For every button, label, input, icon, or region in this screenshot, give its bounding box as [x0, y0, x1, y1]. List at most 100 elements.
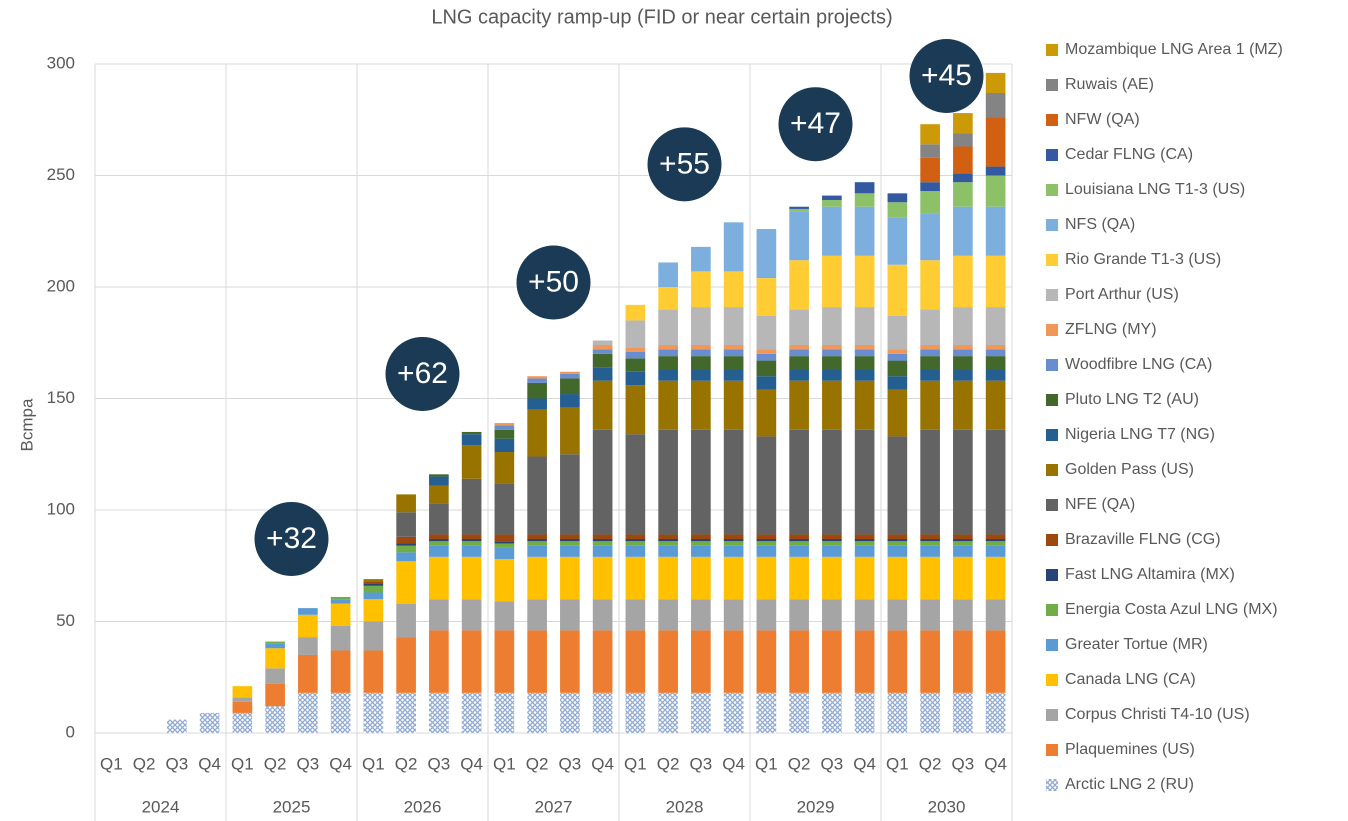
bar-segment: [560, 538, 580, 542]
bar-segment: [396, 543, 416, 546]
bar-segment: [560, 454, 580, 535]
legend-label: Fast LNG Altamira (MX): [1065, 566, 1235, 583]
bar-segment: [854, 182, 875, 194]
bar-segment: [887, 538, 908, 542]
bar-segment: [232, 701, 253, 713]
bar-segment: [527, 382, 547, 399]
x-tick-label: Q4: [198, 754, 221, 773]
x-group-label: 2030: [928, 797, 966, 816]
bar-segment: [822, 538, 842, 542]
bar-segment: [920, 599, 940, 631]
bar-segment: [494, 425, 515, 430]
bar-segment: [756, 630, 777, 693]
legend-label: Mozambique LNG Area 1 (MZ): [1065, 41, 1283, 58]
legend-swatch: [1046, 639, 1058, 651]
bar-segment: [560, 371, 580, 374]
legend-label: Pluto LNG T2 (AU): [1065, 391, 1199, 408]
bar-segment: [985, 356, 1006, 370]
bar-segment: [723, 429, 744, 535]
bar-segment: [363, 585, 384, 593]
legend-swatch: [1046, 744, 1058, 756]
bar-segment: [330, 650, 351, 693]
bar-segment: [658, 692, 678, 733]
bar-segment: [429, 474, 449, 477]
bar-segment: [985, 206, 1006, 256]
bar-segment: [298, 614, 318, 638]
bar-segment: [985, 92, 1006, 118]
bar-segment: [592, 340, 613, 345]
x-tick-label: Q3: [428, 754, 451, 773]
bar-segment: [363, 592, 384, 600]
bar-segment: [953, 380, 973, 430]
bar-segment: [985, 166, 1006, 176]
bar-segment: [756, 315, 777, 350]
x-tick-label: Q2: [788, 754, 811, 773]
y-tick-label: 200: [47, 276, 75, 295]
bar-segment: [560, 556, 580, 600]
bar-segment: [985, 380, 1006, 430]
legend-label: ZFLNG (MY): [1065, 321, 1157, 338]
legend-swatch: [1046, 289, 1058, 301]
bar-segment: [854, 545, 875, 557]
x-tick-label: Q1: [755, 754, 778, 773]
bar-segment: [658, 349, 678, 357]
x-tick-label: Q4: [722, 754, 745, 773]
annotation-text: +62: [397, 357, 448, 390]
bar-segment: [953, 344, 973, 350]
bar-segment: [298, 637, 318, 655]
bar-segment: [887, 534, 908, 539]
bar-segment: [592, 545, 613, 557]
x-tick-label: Q2: [657, 754, 680, 773]
bar-segment: [298, 608, 318, 615]
legend-label: Canada LNG (CA): [1065, 671, 1196, 688]
bar-segment: [887, 692, 908, 733]
bar-segment: [953, 556, 973, 600]
bar-segment: [822, 206, 842, 256]
bar-segment: [265, 641, 285, 644]
bar-segment: [920, 191, 940, 214]
x-tick-label: Q4: [591, 754, 614, 773]
y-tick-label: 50: [56, 611, 75, 630]
x-tick-label: Q3: [297, 754, 320, 773]
bar-segment: [985, 175, 1006, 207]
x-tick-label: Q2: [133, 754, 156, 773]
bar-segment: [429, 541, 449, 546]
bar-segment: [461, 630, 482, 693]
bar-segment: [723, 307, 744, 345]
legend-label: Ruwais (AE): [1065, 76, 1154, 93]
bar-segment: [920, 541, 940, 546]
bar-segment: [789, 630, 809, 693]
bar-segment: [985, 556, 1006, 600]
bar-segment: [953, 692, 973, 733]
bar-segment: [723, 599, 744, 631]
bar-segment: [789, 380, 809, 430]
bar-segment: [887, 353, 908, 361]
legend-label: Arctic LNG 2 (RU): [1065, 776, 1194, 793]
legend-swatch: [1046, 324, 1058, 336]
bar-segment: [592, 538, 613, 542]
bar-segment: [592, 534, 613, 539]
bar-segment: [429, 599, 449, 631]
bar-segment: [822, 534, 842, 539]
legend-swatch: [1046, 149, 1058, 161]
bar-segment: [494, 601, 515, 631]
bar-segment: [887, 599, 908, 631]
bar-segment: [494, 559, 515, 602]
bar-segment: [461, 534, 482, 539]
bar-segment: [592, 344, 613, 350]
bar-segment: [920, 538, 940, 542]
bar-segment: [887, 376, 908, 390]
bar-segment: [985, 307, 1006, 345]
bar-segment: [461, 538, 482, 542]
bar-segment: [691, 344, 711, 350]
bar-segment: [953, 541, 973, 546]
bar-segment: [756, 353, 777, 361]
bar-segment: [854, 630, 875, 693]
bar-segment: [265, 668, 285, 684]
bar-segment: [625, 541, 646, 546]
bar-segment: [854, 255, 875, 308]
bar-segment: [985, 349, 1006, 357]
bar-segment: [494, 429, 515, 439]
bar-segment: [396, 545, 416, 553]
bar-segment: [658, 541, 678, 546]
